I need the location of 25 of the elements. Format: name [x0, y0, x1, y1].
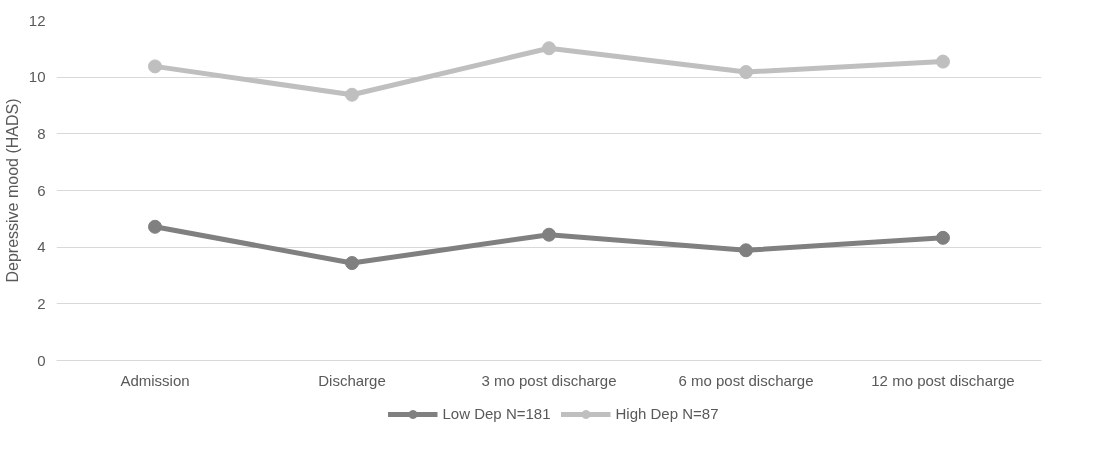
y-tick-label: 6	[37, 181, 46, 199]
legend-label: Low Dep N=181	[442, 405, 551, 422]
point	[542, 227, 556, 242]
point	[936, 54, 950, 69]
y-tick-label: 10	[28, 68, 46, 86]
point	[345, 256, 359, 271]
y-axis-title: Depressive mood (HADS)	[3, 98, 21, 283]
point	[542, 41, 556, 56]
x-tick-label: Admission	[120, 371, 190, 389]
y-tick-label: 12	[28, 11, 46, 29]
point	[345, 87, 359, 102]
x-tick-label: 6 mo post discharge	[678, 371, 814, 389]
legend-label: High Dep N=87	[615, 405, 719, 422]
point	[936, 230, 950, 245]
x-tick-label: Discharge	[318, 371, 386, 389]
y-tick-label: 0	[37, 351, 46, 369]
point	[739, 243, 753, 258]
y-tick-label: 4	[37, 238, 46, 256]
x-tick-label: 3 mo post discharge	[481, 371, 617, 389]
x-tick-label: 12 mo post discharge	[871, 371, 1015, 389]
point	[739, 65, 753, 80]
point	[148, 219, 162, 234]
y-tick-label: 8	[37, 124, 46, 142]
y-tick-label: 2	[37, 294, 46, 312]
point	[148, 59, 162, 74]
